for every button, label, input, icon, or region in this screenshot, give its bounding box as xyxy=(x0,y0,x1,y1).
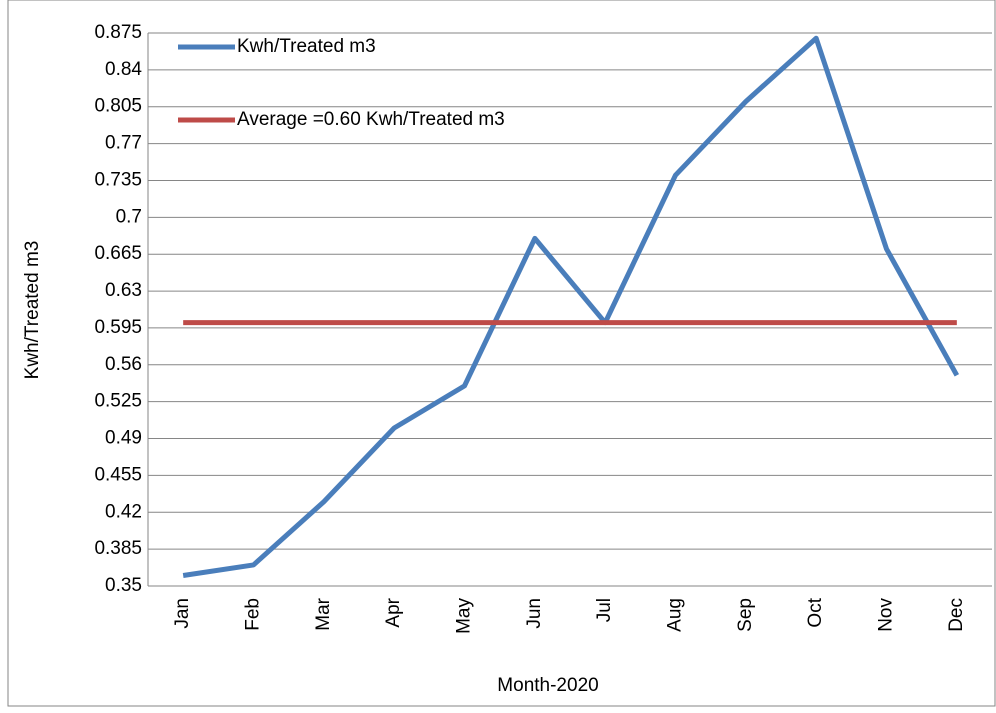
series-line xyxy=(182,35,960,578)
y-axis-label: Kwh/Treated m3 xyxy=(22,241,43,380)
y-tick-label: 0.49 xyxy=(105,428,142,449)
y-tick-label: 0.84 xyxy=(105,59,142,80)
y-tick-label: 0.875 xyxy=(94,22,142,43)
x-tick-label: Sep xyxy=(735,598,756,632)
y-tick-label: 0.595 xyxy=(94,317,142,338)
y-tick-label: 0.385 xyxy=(94,538,142,559)
y-tick-label: 0.525 xyxy=(94,391,142,412)
y-tick-label: 0.63 xyxy=(105,280,142,301)
y-tick-label: 0.455 xyxy=(94,464,142,485)
x-tick-label: Jan xyxy=(172,598,193,629)
x-tick-label: Dec xyxy=(946,598,967,632)
y-tick-label: 0.42 xyxy=(105,501,142,522)
legend-label: Kwh/Treated m3 xyxy=(237,36,376,57)
y-tick-label: 0.7 xyxy=(116,206,142,227)
x-tick-label: Nov xyxy=(876,598,897,632)
chart-frame xyxy=(7,0,996,707)
y-tick-label: 0.77 xyxy=(105,133,142,154)
x-tick-label: Jun xyxy=(524,598,545,629)
y-tick-label: 0.665 xyxy=(94,243,142,264)
x-tick-label: Apr xyxy=(383,597,404,627)
legend-label: Average =0.60 Kwh/Treated m3 xyxy=(237,109,505,130)
y-tick-label: 0.735 xyxy=(94,169,142,190)
x-tick-label: Mar xyxy=(313,597,334,630)
x-tick-label: Aug xyxy=(665,598,686,632)
x-tick-label: Jul xyxy=(594,598,615,622)
x-tick-label: May xyxy=(454,598,475,634)
y-tick-label: 0.805 xyxy=(94,96,142,117)
x-tick-label: Oct xyxy=(805,597,826,627)
y-tick-label: 0.56 xyxy=(105,354,142,375)
x-tick-label: Feb xyxy=(243,598,264,631)
x-axis-label: Month-2020 xyxy=(497,675,598,696)
y-tick-label: 0.35 xyxy=(105,575,142,596)
